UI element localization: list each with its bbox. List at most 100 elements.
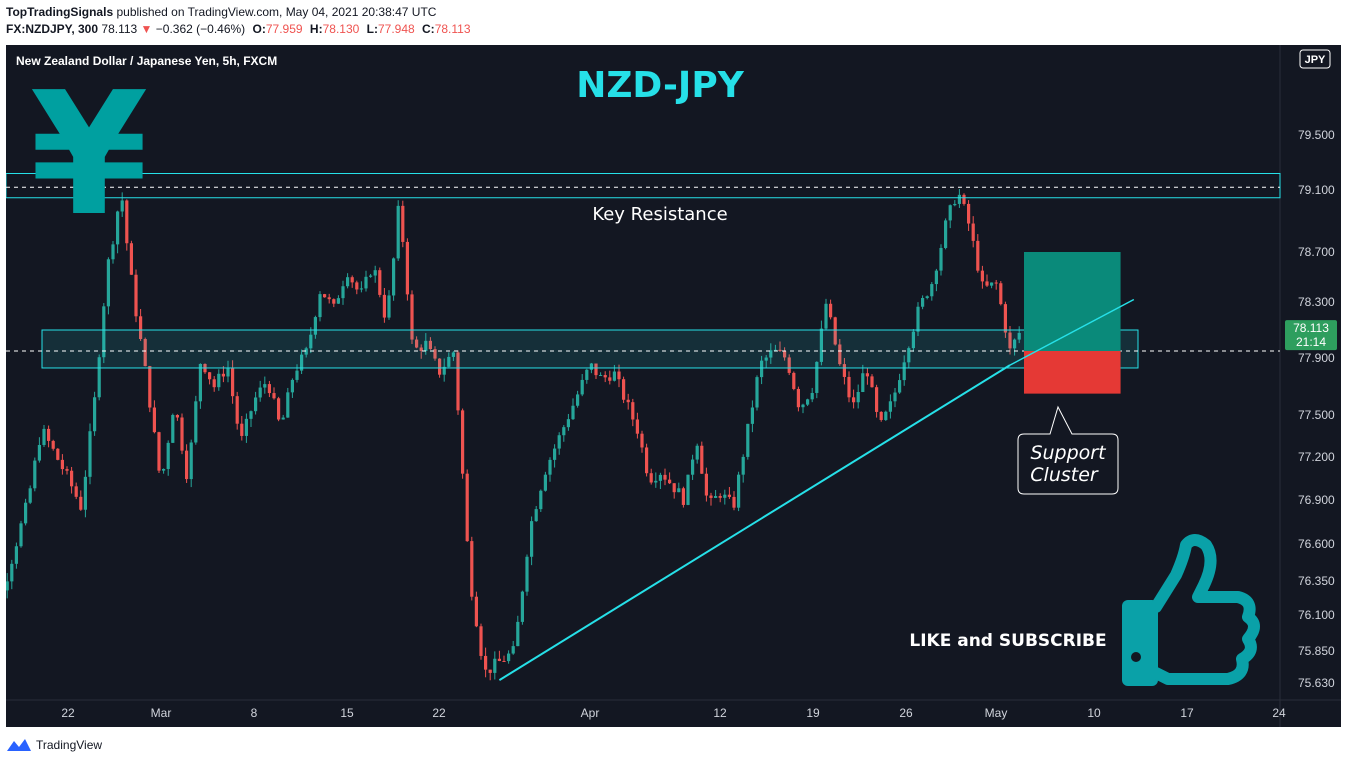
time-axis[interactable]: 22 Mar 8 15 22 Apr 12 19 26 May 10 17 24	[61, 706, 1286, 720]
publish-text: published on TradingView.com, May 04, 20…	[116, 5, 437, 19]
candle-body	[714, 496, 718, 498]
candle-body	[1017, 332, 1021, 340]
profit-zone[interactable]	[1024, 252, 1121, 351]
candle-body	[553, 448, 557, 460]
candle-body	[327, 297, 331, 300]
candle-body	[70, 470, 74, 487]
candle-body	[571, 405, 575, 420]
candle-body	[300, 354, 304, 371]
support-trendline[interactable]	[498, 364, 1011, 681]
candle-body	[677, 488, 681, 493]
candle-body	[778, 349, 782, 351]
candle-body	[313, 317, 317, 335]
candle-body	[258, 387, 262, 398]
x-tick-label: 8	[251, 706, 258, 720]
candle-body	[1008, 332, 1012, 349]
candle-body	[364, 276, 368, 289]
candle-body	[318, 294, 322, 318]
candle-body	[134, 274, 138, 317]
open-value: 77.959	[265, 22, 303, 36]
candle-body	[249, 411, 253, 419]
x-tick-label: 17	[1180, 706, 1194, 720]
candle-body	[732, 496, 736, 508]
footer-brand[interactable]: TradingView	[36, 738, 103, 752]
footer: TradingView	[6, 735, 102, 755]
resistance-band[interactable]	[6, 173, 1281, 199]
publish-info: TopTradingSignals published on TradingVi…	[6, 5, 436, 19]
candle-body	[654, 480, 658, 483]
candle-body	[911, 331, 915, 349]
y-tick-label: 79.500	[1298, 128, 1335, 142]
candle-body	[1003, 304, 1007, 333]
candle-body	[415, 339, 419, 348]
candle-body	[801, 404, 805, 408]
candle-body	[143, 338, 147, 367]
candle-body	[336, 298, 340, 304]
support-cluster-callout[interactable]: Support Cluster	[1017, 405, 1119, 495]
candle-body	[198, 363, 202, 402]
candle-body	[672, 483, 676, 493]
candle-body	[93, 397, 97, 432]
publisher-name[interactable]: TopTradingSignals	[6, 5, 114, 19]
currency-badge[interactable]: JPY	[1299, 49, 1331, 69]
candle-body	[272, 393, 276, 399]
candle-body	[635, 419, 639, 434]
tradingview-logo-icon[interactable]	[6, 738, 32, 752]
candle-body	[824, 303, 828, 329]
candle-body	[861, 373, 865, 393]
candle-body	[51, 440, 55, 449]
candle-body	[723, 494, 727, 498]
candle-body	[226, 368, 230, 377]
support-cluster-line1: Support	[1030, 442, 1107, 464]
candle-body	[323, 294, 327, 298]
candle-body	[622, 379, 626, 400]
y-tick-label: 77.500	[1298, 408, 1335, 422]
candle-body	[171, 414, 175, 443]
candle-body	[879, 411, 883, 420]
like-subscribe-text: LIKE and SUBSCRIBE	[909, 631, 1106, 651]
x-tick-label: 19	[806, 706, 820, 720]
candle-body	[870, 376, 874, 388]
candle-body	[451, 352, 455, 357]
candle-body	[189, 442, 193, 480]
candle-body	[888, 401, 892, 412]
candle-body	[479, 626, 483, 656]
support-band[interactable]	[41, 329, 1139, 369]
candle-body	[994, 282, 998, 284]
candle-body	[971, 223, 975, 241]
price-chart[interactable]: ¥ NZD-JPY New Zealand Dollar / Japanese …	[6, 45, 1341, 727]
high-label: H:	[309, 22, 323, 36]
candle-body	[1013, 339, 1017, 349]
candle-body	[185, 450, 189, 480]
candle-body	[263, 384, 267, 388]
candle-body	[175, 414, 179, 418]
candle-body	[939, 247, 943, 271]
candle-body	[332, 299, 336, 304]
candle-body	[56, 448, 60, 460]
candle-body	[944, 220, 948, 248]
loss-zone[interactable]	[1024, 351, 1121, 394]
candle-body	[341, 286, 345, 299]
candle-body	[102, 306, 106, 358]
thumbs-up-icon[interactable]	[1122, 534, 1260, 686]
price-axis[interactable]: 79.500 79.100 78.700 78.300 77.900 77.500 77.2…	[1298, 128, 1335, 690]
candle-body	[37, 444, 41, 461]
candle-body	[580, 379, 584, 395]
candle-body	[852, 397, 856, 403]
candle-body	[507, 653, 511, 662]
candle-body	[378, 270, 382, 295]
candle-body	[387, 295, 391, 318]
candle-body	[290, 379, 294, 393]
y-tick-label: 78.300	[1298, 295, 1335, 309]
key-resistance-label: Key Resistance	[592, 204, 727, 225]
candle-body	[428, 340, 432, 350]
x-tick-label: 24	[1272, 706, 1286, 720]
candle-body	[19, 523, 23, 547]
candle-body	[741, 456, 745, 475]
candle-body	[295, 370, 299, 380]
candle-body	[792, 372, 796, 389]
trendline-extension[interactable]	[1009, 298, 1135, 366]
candle-body	[746, 423, 750, 457]
candle-body	[769, 350, 773, 358]
candle-body	[65, 469, 69, 471]
